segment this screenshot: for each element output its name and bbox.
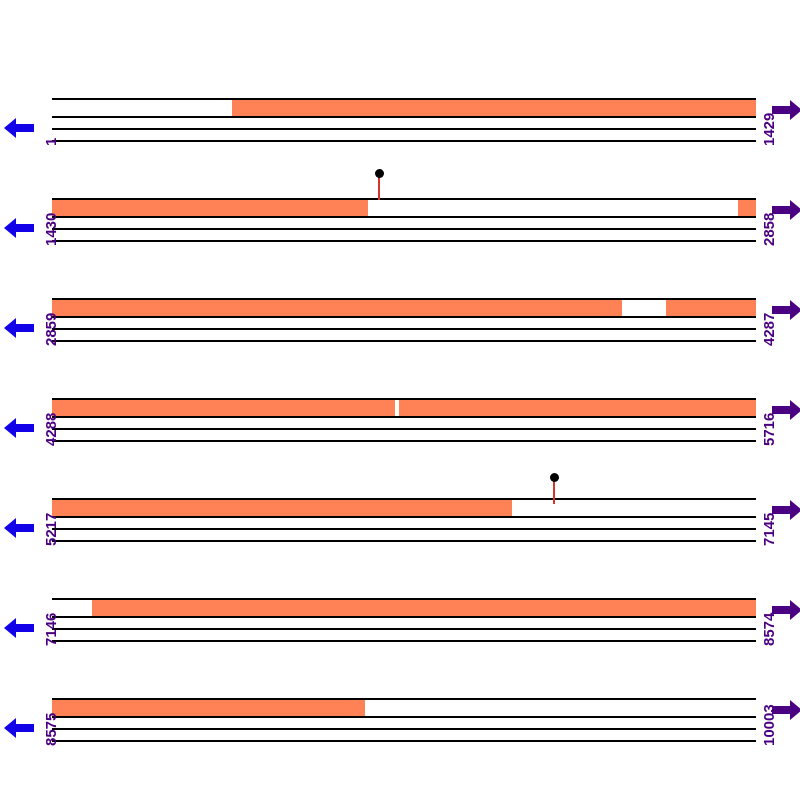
baseline-rule	[52, 140, 756, 142]
baseline-rule	[52, 616, 756, 618]
baseline-rule	[52, 116, 756, 118]
block-gap	[395, 400, 399, 416]
baseline-rule	[52, 216, 756, 218]
coding-block[interactable]	[92, 600, 756, 616]
row-start-coordinate: 5217	[43, 512, 60, 546]
row-start-coordinate: 1430	[43, 212, 60, 246]
arrow-right-icon[interactable]	[770, 97, 800, 123]
arrow-left-icon[interactable]	[2, 215, 36, 241]
baseline-rule	[52, 328, 756, 330]
arrow-right-icon[interactable]	[770, 497, 800, 523]
coding-block[interactable]	[232, 100, 756, 116]
row-start-coordinate: 8575	[43, 712, 60, 746]
coding-block[interactable]	[52, 500, 512, 516]
arrow-left-icon[interactable]	[2, 315, 36, 341]
sequence-row: 4288 5716	[0, 388, 800, 488]
arrow-right-icon[interactable]	[770, 197, 800, 223]
sequence-row: 5217 7145	[0, 488, 800, 588]
marker-pin-stem	[378, 177, 380, 200]
baseline-rule	[52, 428, 756, 430]
arrow-left-icon[interactable]	[2, 515, 36, 541]
baseline-rule	[52, 498, 756, 500]
baseline-rule	[52, 628, 756, 630]
arrow-left-icon[interactable]	[2, 615, 36, 641]
baseline-rule	[52, 540, 756, 542]
row-start-coordinate: 4288	[43, 412, 60, 446]
arrow-right-icon[interactable]	[770, 297, 800, 323]
arrow-left-icon[interactable]	[2, 415, 36, 441]
sequence-row: 1430 2858	[0, 188, 800, 288]
coding-block[interactable]	[738, 200, 756, 216]
row-start-coordinate: 7146	[43, 612, 60, 646]
coding-block[interactable]	[52, 700, 365, 716]
coding-block[interactable]	[52, 300, 756, 316]
baseline-rule	[52, 598, 756, 600]
sequence-row: 8575 10003	[0, 688, 800, 788]
baseline-rule	[52, 416, 756, 418]
marker-pin-stem	[553, 481, 555, 504]
arrow-left-icon[interactable]	[2, 715, 36, 741]
marker-pin-knob[interactable]	[549, 473, 559, 482]
row-end-coordinate: 2858	[761, 212, 778, 246]
baseline-rule	[52, 298, 756, 300]
block-gap	[622, 300, 666, 316]
row-start-coordinate: 2859	[43, 312, 60, 346]
baseline-rule	[52, 128, 756, 130]
marker-pin-knob[interactable]	[374, 169, 384, 178]
row-start-coordinate: 1	[43, 137, 60, 146]
baseline-rule	[52, 698, 756, 700]
row-end-coordinate: 8574	[761, 612, 778, 646]
sequence-row: 7146 8574	[0, 588, 800, 688]
row-end-coordinate: 4287	[761, 312, 778, 346]
baseline-rule	[52, 98, 756, 100]
sequence-row: 1 1429	[0, 88, 800, 188]
baseline-rule	[52, 198, 756, 200]
arrow-right-icon[interactable]	[770, 397, 800, 423]
coding-block[interactable]	[52, 400, 756, 416]
baseline-rule	[52, 440, 756, 442]
baseline-rule	[52, 740, 756, 742]
baseline-rule	[52, 316, 756, 318]
baseline-rule	[52, 340, 756, 342]
sequence-row: 2859 4287	[0, 288, 800, 388]
row-end-coordinate: 1429	[761, 112, 778, 146]
arrow-left-icon[interactable]	[2, 115, 36, 141]
baseline-rule	[52, 240, 756, 242]
arrow-right-icon[interactable]	[770, 597, 800, 623]
baseline-rule	[52, 728, 756, 730]
baseline-rule	[52, 716, 756, 718]
row-end-coordinate: 10003	[761, 704, 778, 746]
baseline-rule	[52, 516, 756, 518]
coding-block[interactable]	[52, 200, 368, 216]
baseline-rule	[52, 228, 756, 230]
arrow-right-icon[interactable]	[770, 697, 800, 723]
baseline-rule	[52, 398, 756, 400]
row-end-coordinate: 7145	[761, 512, 778, 546]
baseline-rule	[52, 640, 756, 642]
row-end-coordinate: 5716	[761, 412, 778, 446]
baseline-rule	[52, 528, 756, 530]
